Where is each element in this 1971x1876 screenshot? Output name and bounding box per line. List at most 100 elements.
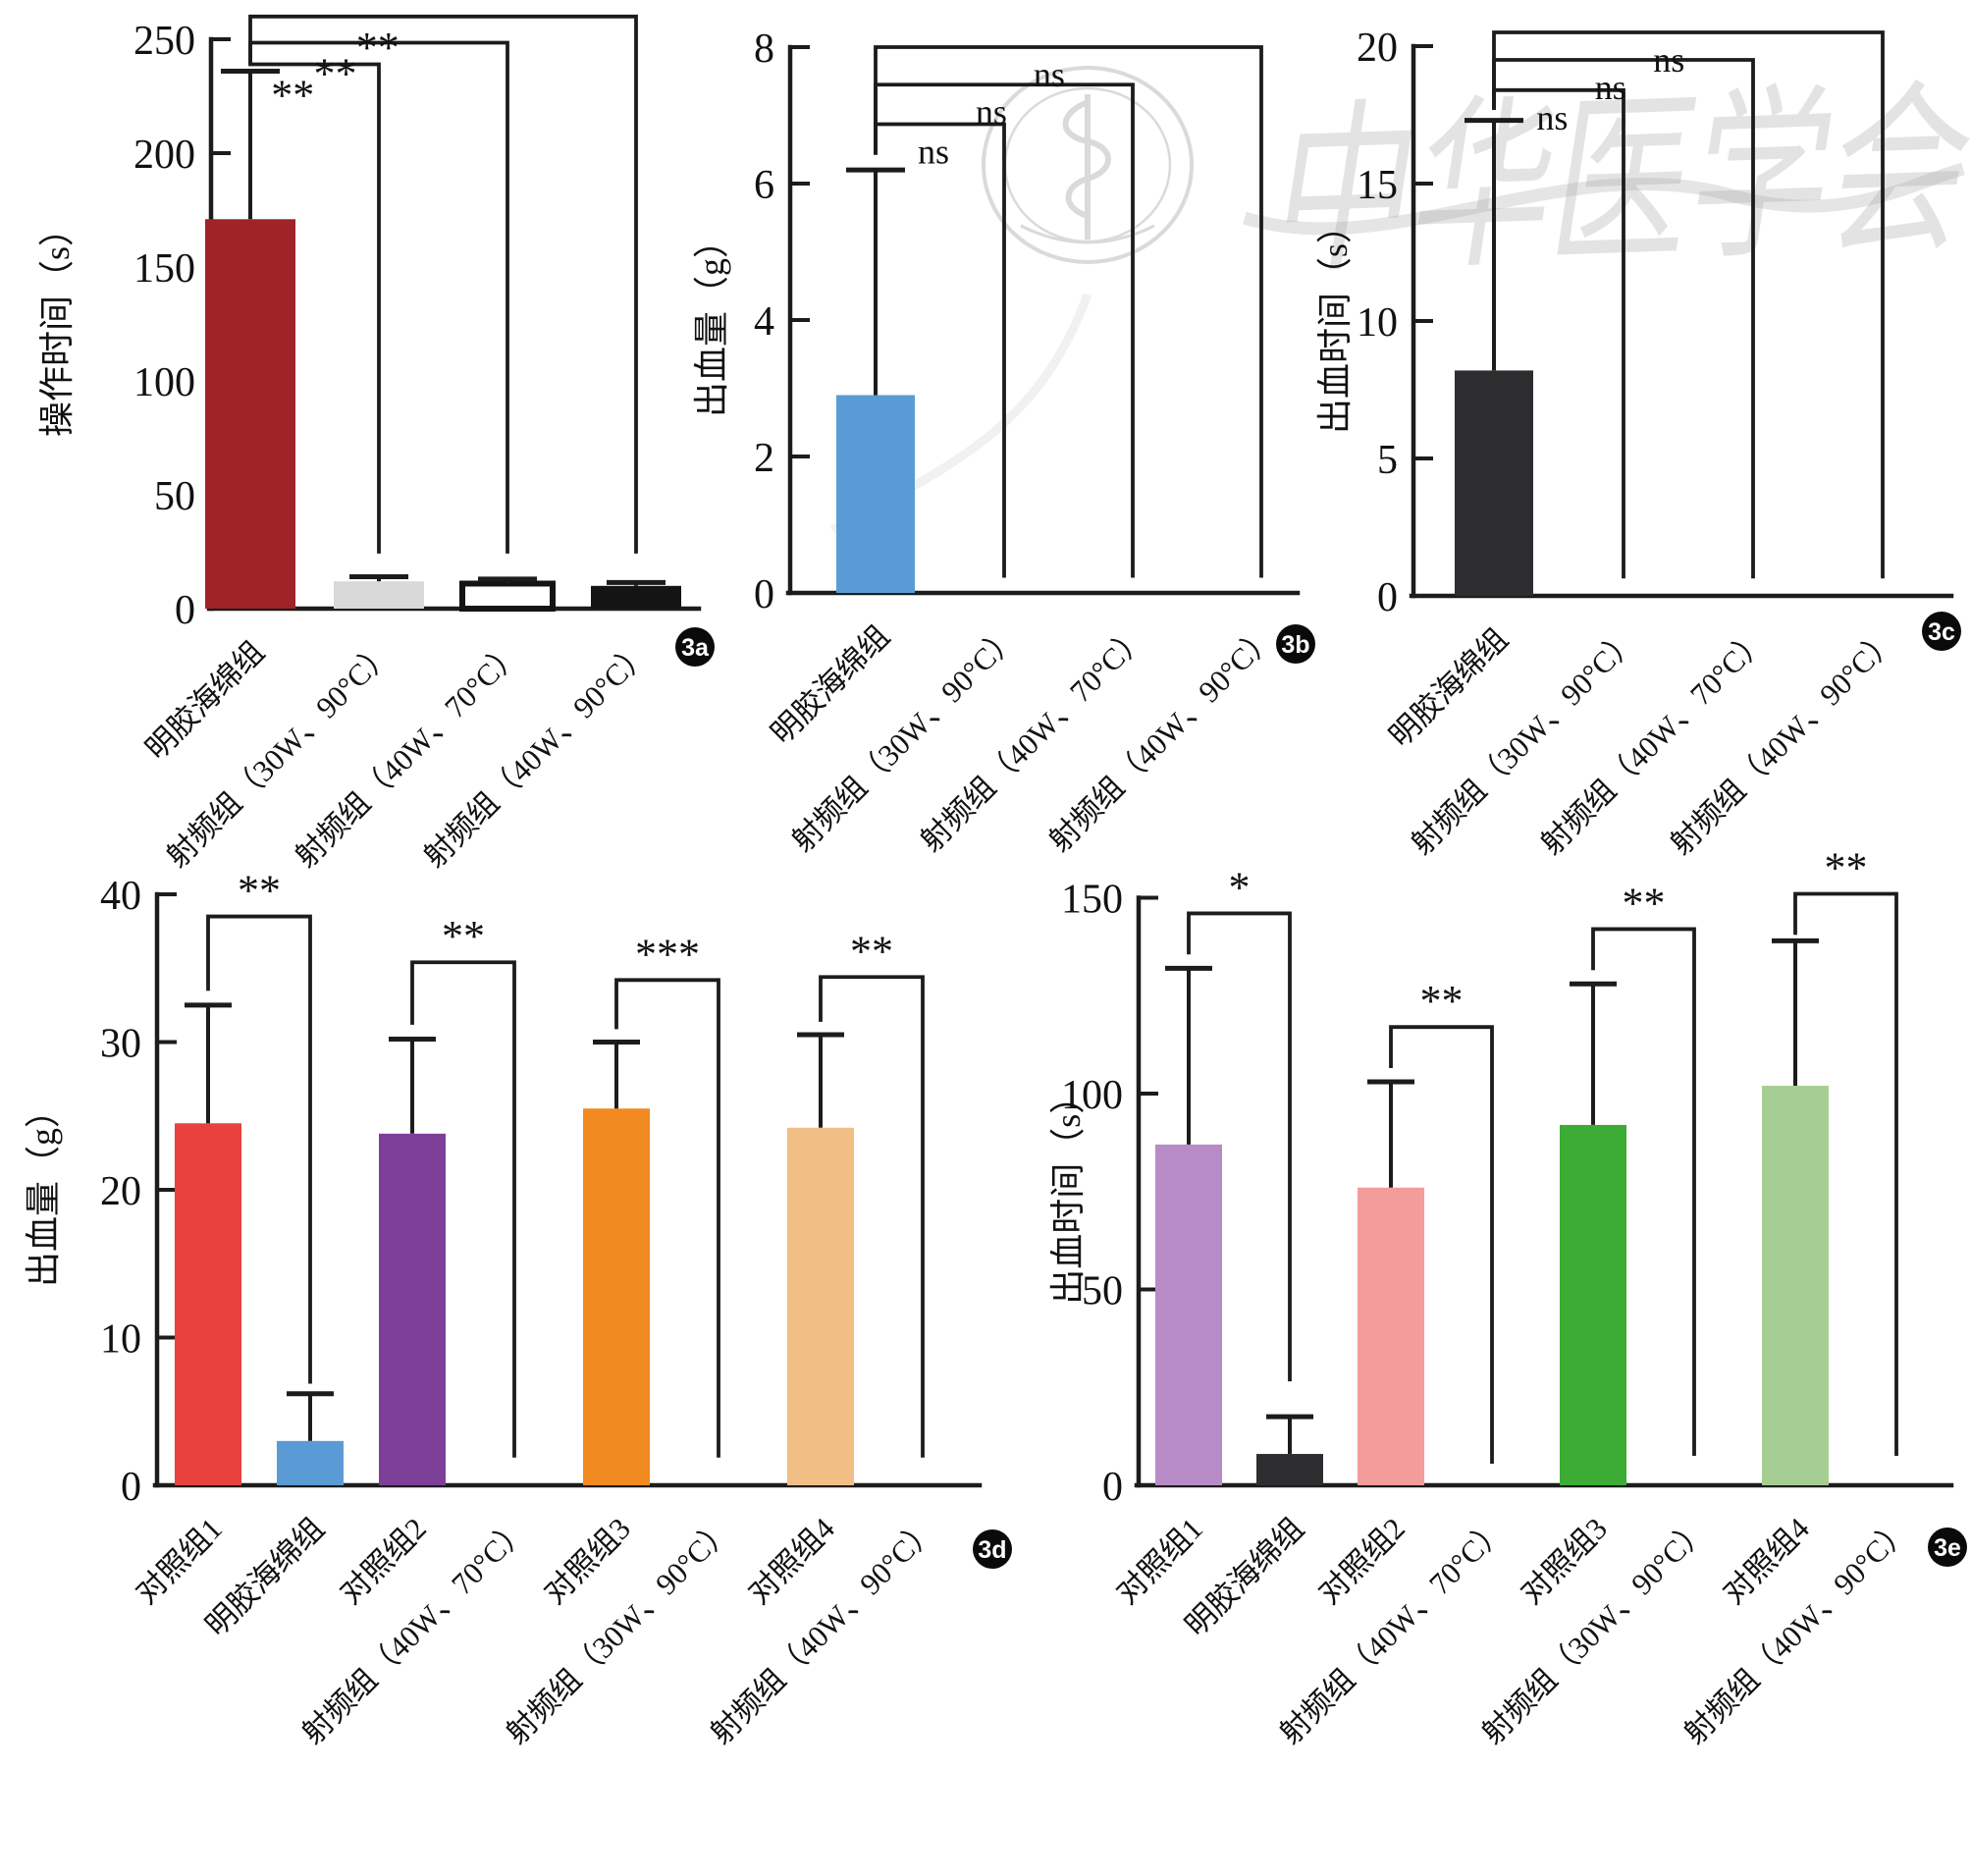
bar-明胶海绵组 [205, 219, 295, 609]
x-category-label: 对照组1 [129, 1511, 228, 1610]
significance-label: ns [1595, 68, 1626, 107]
panel-badge-label: 3d [978, 1536, 1006, 1564]
significance-label: ** [1623, 879, 1666, 927]
panel-badge-label: 3c [1928, 618, 1955, 646]
y-tick-label: 0 [1377, 575, 1398, 620]
bar-对照组3 [583, 1108, 650, 1485]
bar-明胶海绵组 [1455, 370, 1533, 596]
bar-对照组4 [787, 1127, 854, 1485]
x-category-label: 对照组1 [1109, 1511, 1208, 1610]
x-category-label: 对照组2 [1311, 1511, 1411, 1610]
watermark-calligraphy: 中华医学会 [829, 68, 1971, 534]
bar-对照组2 [1358, 1187, 1424, 1485]
watermark-calligraphy-text: 中华医学会 [1262, 68, 1971, 297]
y-tick-label: 6 [754, 163, 774, 208]
panel-badge-circle [1928, 1528, 1967, 1567]
significance-bracket [1389, 1025, 1494, 1464]
x-category-label: 明胶海绵组 [139, 634, 271, 766]
x-category-label: 射频组（40W、70°C） [1534, 621, 1774, 861]
bar-对照组3 [1560, 1124, 1626, 1485]
y-axis-title: 操作时间（s） [37, 211, 77, 437]
panel-badge-circle [1276, 624, 1315, 664]
y-tick-label: 5 [1377, 438, 1398, 483]
x-category-label: 对照组4 [1716, 1511, 1816, 1611]
x-category-label: 对照组3 [537, 1511, 636, 1610]
y-tick-label: 50 [1082, 1269, 1123, 1314]
bar-明胶海绵组 [1256, 1454, 1323, 1485]
x-category-label: 射频组（40W、90°C） [1042, 618, 1282, 858]
x-category-label: 射频组（30W、90°C） [1405, 621, 1644, 861]
significance-label: ns [1034, 55, 1065, 94]
significance-bracket [248, 14, 638, 554]
y-tick-label: 10 [100, 1317, 141, 1363]
panel-3a: 0 50 100 150 200 250 操作时间（s） 明胶海绵组射频组（30W、90°C）… [37, 14, 715, 874]
y-tick-label: 20 [100, 1169, 141, 1214]
y-tick-label: 40 [100, 874, 141, 919]
y-tick-label: 250 [133, 19, 195, 64]
significance-label: *** [635, 930, 700, 978]
significance-label: ns [918, 133, 949, 172]
bar-对照组1 [175, 1123, 241, 1485]
x-category-label: 明胶海绵组 [1383, 621, 1515, 753]
significance-label: ** [271, 72, 314, 120]
x-category-label: 对照组4 [741, 1511, 841, 1611]
bar-射频组（30W、90°C） [334, 581, 424, 609]
significance-label: ns [976, 92, 1007, 132]
significance-label: ns [1653, 40, 1684, 80]
bar-对照组1 [1155, 1144, 1222, 1485]
y-axis-title: 出血量（g） [692, 223, 731, 417]
y-tick-label: 0 [754, 572, 774, 617]
panel-badge-circle [675, 627, 715, 667]
panel-badge-label: 3b [1281, 631, 1309, 659]
panel-badge-label: 3a [681, 634, 710, 662]
significance-label: ** [442, 912, 485, 960]
significance-bracket [1492, 30, 1885, 579]
panel-3c: 0 5 10 15 20 出血时间（s） 明胶海绵组射频组（30W、90°C）射频组（40W… [1315, 26, 1961, 861]
y-tick-label: 150 [1061, 878, 1123, 923]
significance-label: * [1229, 863, 1251, 911]
significance-label: ** [850, 927, 893, 975]
y-tick-label: 0 [121, 1465, 141, 1510]
y-tick-label: 100 [1061, 1073, 1123, 1118]
significance-bracket [874, 45, 1263, 578]
significance-label: ns [1536, 98, 1568, 137]
x-category-label: 射频组（30W、90°C） [160, 634, 400, 874]
y-tick-label: 20 [1357, 26, 1398, 71]
x-category-label: 明胶海绵组 [765, 618, 896, 750]
x-category-label: 射频组（40W、90°C） [417, 634, 657, 874]
y-tick-label: 4 [754, 299, 774, 345]
watermark-seal-icon [982, 66, 1194, 264]
y-axis-title: 出血量（g） [24, 1093, 63, 1287]
y-tick-label: 0 [1102, 1465, 1123, 1510]
bar-对照组4 [1762, 1086, 1829, 1485]
panel-badge-circle [973, 1529, 1012, 1569]
panel-3b: 0 2 4 6 8 出血量（g） 明胶海绵组射频组（30W、90°C）射频组（40W、70°… [692, 27, 1315, 858]
bar-对照组2 [379, 1133, 446, 1485]
y-tick-label: 15 [1357, 163, 1398, 208]
y-tick-label: 30 [100, 1022, 141, 1067]
significance-bracket [1187, 911, 1292, 1382]
bar-射频组（40W、70°C） [459, 580, 556, 612]
staff-and-snake-icon [1062, 94, 1111, 240]
panel-badge-label: 3e [1934, 1534, 1961, 1562]
y-axis-title: 出血时间（s） [1315, 208, 1355, 434]
panel-badge-circle [1922, 612, 1961, 651]
y-tick-label: 2 [754, 436, 774, 481]
bar-明胶海绵组 [836, 395, 915, 593]
significance-label: ** [1420, 977, 1464, 1025]
x-category-label: 射频组（40W、70°C） [914, 618, 1153, 858]
watermark-swoosh [1243, 162, 1965, 236]
y-axis-title: 出血时间（s） [1048, 1079, 1088, 1305]
bar-射频组（40W、90°C） [591, 585, 681, 609]
significance-bracket [410, 960, 516, 1458]
y-tick-label: 150 [133, 246, 195, 292]
significance-label: ** [313, 49, 356, 97]
y-tick-label: 10 [1357, 300, 1398, 346]
x-category-label: 对照组3 [1514, 1511, 1613, 1610]
significance-bracket [206, 914, 312, 1384]
x-category-label: 射频组（40W、90°C） [1664, 621, 1903, 861]
y-tick-label: 200 [133, 133, 195, 178]
